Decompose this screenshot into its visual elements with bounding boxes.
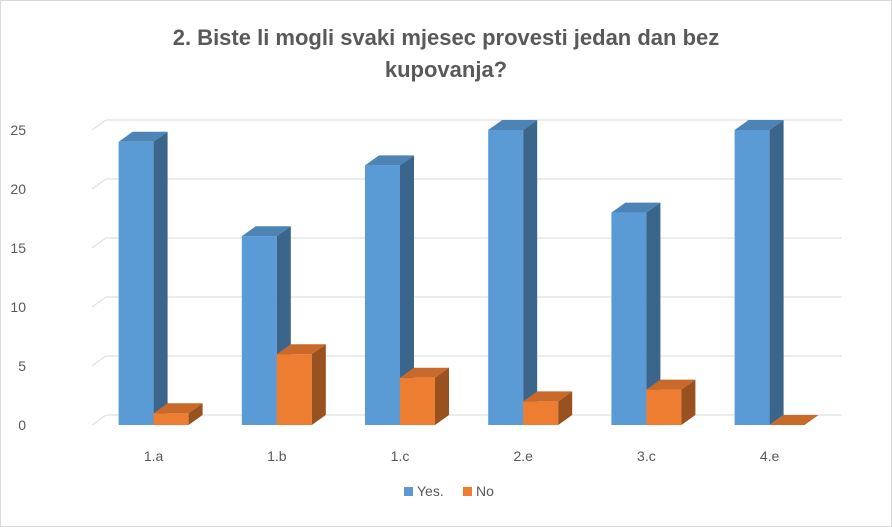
bar-front — [365, 165, 400, 425]
bar-side — [558, 391, 573, 425]
bar-top — [611, 202, 661, 213]
bar-top — [118, 131, 168, 142]
bar — [400, 367, 449, 425]
bar-side — [523, 120, 538, 425]
bar-top — [276, 344, 326, 355]
bar-side — [188, 403, 203, 425]
gridline-depth — [91, 414, 107, 426]
legend-label: Yes. — [417, 483, 444, 499]
bar — [488, 120, 538, 425]
x-tick-label: 2.e — [513, 448, 533, 464]
x-tick-label: 1.a — [144, 448, 164, 464]
bar-side — [681, 379, 696, 425]
x-tick-label: 4.e — [760, 448, 780, 464]
legend-swatch — [463, 487, 472, 496]
bar-front — [153, 413, 189, 425]
gridlines — [91, 119, 842, 426]
legend-item: Yes. — [404, 483, 444, 499]
bar-top — [769, 415, 819, 425]
chart-title-line-1: 2. Biste li mogli svaki mjesec provesti … — [172, 25, 720, 50]
bar-front — [734, 130, 770, 425]
bar-top — [153, 403, 203, 414]
gridline-depth — [91, 237, 107, 249]
gridline-depth — [91, 296, 107, 308]
bar-front — [241, 236, 277, 425]
y-tick-label: 15 — [10, 240, 26, 256]
bar-front — [276, 354, 312, 425]
bar-side — [646, 202, 661, 425]
bar-side — [400, 155, 414, 425]
gridline-depth — [91, 355, 107, 367]
bar-top — [241, 226, 291, 237]
x-tick-label: 3.c — [637, 448, 656, 464]
bar — [153, 403, 203, 425]
gridline-depth — [91, 178, 107, 190]
bar — [769, 415, 819, 425]
bar-top — [488, 120, 538, 130]
y-tick-label: 20 — [10, 181, 26, 197]
bar — [734, 120, 784, 425]
legend-label: No — [476, 483, 494, 499]
bar — [646, 379, 696, 425]
bar — [611, 202, 661, 425]
chart-legend: Yes. No — [404, 483, 494, 499]
bar-side — [153, 131, 168, 426]
x-tick-label: 1.b — [267, 448, 287, 464]
bar-top — [734, 120, 784, 130]
bar-series — [118, 120, 819, 426]
bar-side — [769, 120, 784, 425]
bar-front — [646, 389, 682, 425]
y-tick-label: 0 — [18, 417, 26, 433]
bar — [523, 391, 573, 425]
bar-side — [311, 344, 326, 425]
legend-swatch — [404, 487, 413, 496]
y-tick-label: 25 — [10, 122, 26, 138]
chart-title: 2. Biste li mogli svaki mjesec provesti … — [0, 22, 892, 86]
gridline-depth — [91, 119, 107, 131]
bar-front — [611, 212, 647, 425]
bar-front — [400, 377, 435, 425]
bar-front — [488, 130, 524, 425]
bar-top — [646, 379, 696, 390]
bar-front — [118, 141, 154, 426]
bar-top — [523, 391, 573, 402]
bar-front — [523, 401, 559, 425]
bar-side — [435, 367, 449, 425]
x-tick-label: 1.c — [391, 448, 410, 464]
y-tick-label: 10 — [10, 299, 26, 315]
y-tick-label: 5 — [18, 358, 26, 374]
chart-title-line-2: kupovanja? — [384, 57, 508, 82]
bar-top — [400, 367, 449, 378]
legend-item: No — [463, 483, 494, 499]
x-axis-ticks: 1.a 1.b 1.c 2.e 3.c 4.e — [144, 448, 780, 464]
bar — [365, 155, 414, 425]
y-axis-ticks: 0 5 10 15 20 25 — [10, 122, 26, 433]
bar — [118, 131, 168, 426]
bar-top — [365, 155, 414, 166]
bar — [276, 344, 326, 425]
